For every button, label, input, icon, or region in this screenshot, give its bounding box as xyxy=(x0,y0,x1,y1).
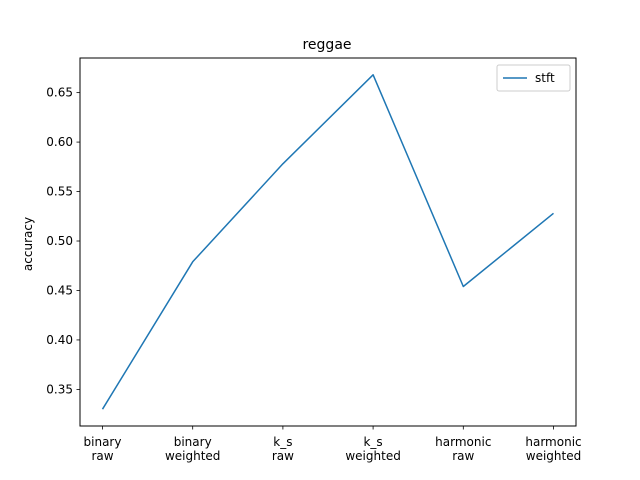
y-tick-label: 0.50 xyxy=(46,234,73,248)
y-axis-label: accuracy xyxy=(21,217,35,271)
y-tick-label: 0.60 xyxy=(46,135,73,149)
legend-box xyxy=(496,64,571,92)
y-tick-label: 0.40 xyxy=(46,333,73,347)
series-line-stft xyxy=(101,74,554,410)
x-tick-label: harmonic weighted xyxy=(525,435,581,463)
y-tick-label: 0.55 xyxy=(46,185,73,199)
legend-label: stft xyxy=(535,71,555,85)
chart-title: reggae xyxy=(302,37,351,53)
x-tick-label: k_s raw xyxy=(272,435,294,463)
axis-ticks: 0.35 0.40 0.45 0.50 0.55 0.60 0.65 binary raw bin… xyxy=(46,86,581,463)
series-lines xyxy=(101,74,554,410)
x-tick-label: binary weighted xyxy=(165,435,220,463)
y-tick-label: 0.45 xyxy=(46,283,73,297)
y-tick-label: 0.35 xyxy=(46,382,73,396)
plot-frame xyxy=(79,57,577,427)
x-tick-label: k_s weighted xyxy=(345,435,400,463)
legend: stft xyxy=(496,64,571,92)
x-tick-label: binary raw xyxy=(84,435,122,463)
y-tick-label: 0.65 xyxy=(46,86,73,100)
x-tick-label: harmonic raw xyxy=(435,435,491,463)
